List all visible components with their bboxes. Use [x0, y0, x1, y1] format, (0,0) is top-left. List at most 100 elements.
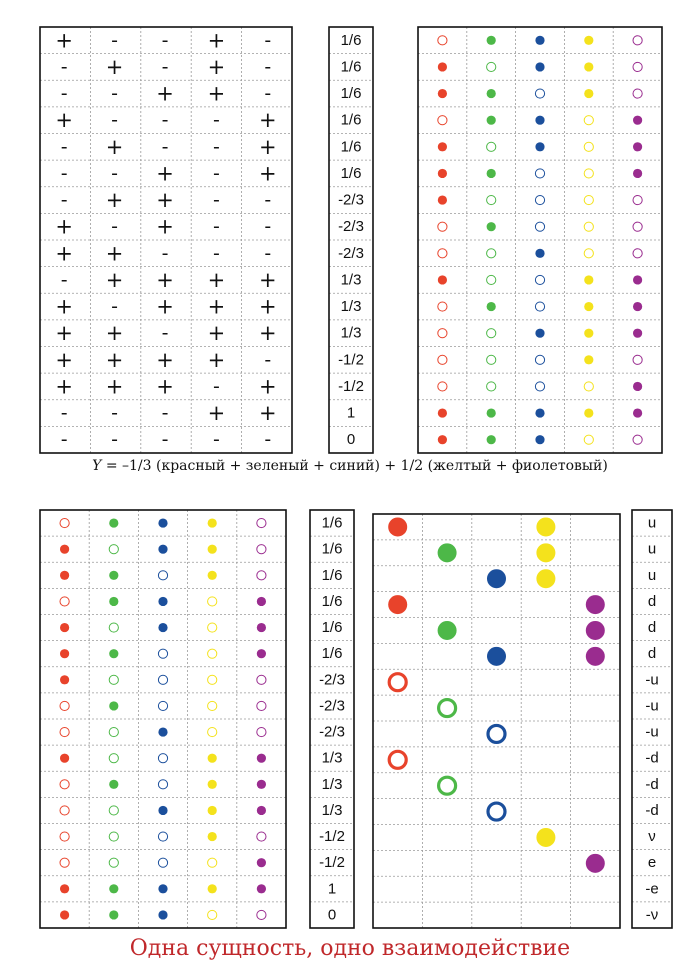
plus-sign: + [55, 28, 73, 52]
open-dot [437, 115, 448, 126]
filled-dot [256, 753, 266, 763]
value-cell: ν [648, 828, 656, 845]
open-dot [207, 596, 218, 607]
filled-dot [633, 328, 643, 338]
plus-sign: + [259, 161, 277, 185]
filled-dot [256, 596, 266, 607]
open-dot [59, 700, 70, 712]
open-dot [486, 248, 497, 259]
minus-sign: - [61, 429, 68, 451]
filled-dot [109, 910, 119, 920]
open-dot [59, 596, 70, 607]
large-filled-dot [536, 569, 556, 589]
plus-sign: + [156, 348, 174, 372]
minus-sign: - [61, 136, 68, 158]
filled-dot [207, 570, 217, 580]
value-cell: -2/3 [338, 192, 364, 209]
open-dot [157, 674, 169, 685]
minus-sign: - [264, 216, 271, 238]
filled-dot [60, 753, 70, 763]
filled-dot [207, 753, 217, 763]
hypercharge-column-bottom-frame [309, 509, 355, 929]
open-dot [59, 831, 70, 842]
filled-dot [535, 35, 545, 45]
filled-dot [584, 62, 594, 72]
open-dot [583, 168, 594, 179]
open-dot [256, 726, 267, 738]
plus-sign: + [259, 108, 277, 132]
minus-sign: - [162, 402, 169, 424]
plus-sign: + [259, 268, 277, 292]
minus-sign: - [213, 136, 220, 158]
minus-sign: - [264, 242, 271, 264]
plus-sign: + [156, 268, 174, 292]
filled-dot [633, 275, 643, 285]
filled-dot [60, 570, 70, 580]
plus-sign: + [208, 268, 226, 292]
plus-sign: + [55, 348, 73, 372]
filled-dot [486, 435, 496, 445]
open-dot [583, 381, 594, 392]
value-cell: 0 [347, 431, 355, 448]
large-filled-dot [388, 517, 408, 537]
value-cell: 1/6 [341, 32, 362, 49]
open-dot [534, 221, 546, 232]
filled-dot [158, 884, 168, 894]
hypercharge-column-top: 1/6 1/6 1/6 1/6 1/6 1/6 -2/3 -2/3 -2/3 1/3 1/3 1/3 -… [328, 26, 374, 454]
plus-sign: + [208, 348, 226, 372]
filled-dot [207, 805, 217, 816]
filled-dot [633, 115, 643, 125]
color-dot-table-top [417, 26, 663, 454]
open-dot [157, 779, 169, 790]
filled-dot [109, 779, 119, 789]
filled-dot [60, 884, 70, 894]
large-open-dot [437, 697, 458, 719]
filled-dot [437, 435, 447, 445]
filled-dot [158, 596, 168, 607]
plus-sign: + [156, 188, 174, 212]
open-dot [59, 857, 70, 868]
filled-dot [207, 779, 217, 789]
value-cell: -2/3 [319, 671, 345, 688]
filled-dot [256, 805, 266, 816]
open-dot [437, 328, 448, 339]
minus-sign: - [111, 216, 118, 238]
open-dot [207, 648, 218, 659]
plus-sign: + [259, 135, 277, 159]
open-dot [437, 35, 448, 46]
open-dot [207, 909, 218, 921]
filled-dot [109, 884, 119, 894]
value-cell: 1/3 [322, 750, 343, 767]
filled-dot [486, 301, 496, 312]
filled-dot [60, 544, 70, 554]
filled-dot [535, 248, 545, 258]
open-dot [207, 857, 218, 868]
value-cell: -d [645, 802, 658, 819]
open-dot [632, 88, 643, 99]
value-cell: 1/6 [341, 85, 362, 102]
minus-sign: - [162, 136, 169, 158]
color-dot-table-bottom-frame [39, 509, 287, 929]
plus-sign: + [208, 28, 226, 52]
plus-sign: + [156, 161, 174, 185]
large-filled-dot [585, 595, 605, 615]
open-dot [157, 831, 169, 842]
filled-dot [584, 88, 594, 99]
value-cell: 1/6 [322, 619, 343, 636]
open-dot [534, 168, 546, 179]
open-dot [583, 434, 594, 445]
open-dot [108, 857, 119, 868]
large-filled-dot [437, 620, 457, 640]
open-dot [256, 570, 267, 581]
minus-sign: - [111, 429, 118, 451]
value-cell: -1/2 [338, 378, 364, 395]
value-cell: 1/3 [341, 325, 362, 342]
filled-dot [207, 884, 217, 894]
filled-dot [437, 195, 447, 205]
filled-dot [437, 168, 447, 179]
open-dot [632, 248, 643, 259]
open-dot [59, 805, 70, 816]
open-dot [632, 434, 643, 445]
color-dot-table-top-frame [417, 26, 663, 454]
